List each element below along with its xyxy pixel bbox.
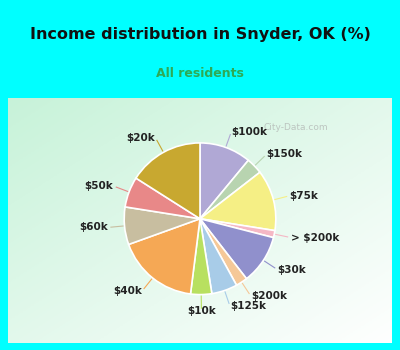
- Wedge shape: [200, 219, 275, 238]
- Text: City-Data.com: City-Data.com: [264, 123, 328, 132]
- Wedge shape: [200, 143, 248, 219]
- Text: $75k: $75k: [290, 191, 318, 201]
- Text: $60k: $60k: [79, 223, 108, 232]
- Text: $40k: $40k: [113, 286, 142, 296]
- Text: Income distribution in Snyder, OK (%): Income distribution in Snyder, OK (%): [30, 28, 370, 42]
- Wedge shape: [136, 143, 200, 219]
- Wedge shape: [200, 160, 260, 219]
- Wedge shape: [190, 219, 212, 295]
- Text: $100k: $100k: [231, 127, 267, 137]
- Wedge shape: [124, 207, 200, 244]
- Wedge shape: [129, 219, 200, 294]
- Wedge shape: [200, 172, 276, 231]
- Wedge shape: [200, 219, 246, 285]
- Wedge shape: [125, 178, 200, 219]
- Text: $10k: $10k: [187, 306, 216, 316]
- Wedge shape: [200, 219, 274, 279]
- Text: $30k: $30k: [277, 265, 306, 274]
- Text: $200k: $200k: [251, 291, 287, 301]
- Text: $125k: $125k: [230, 301, 266, 311]
- Text: $20k: $20k: [127, 133, 156, 143]
- Text: $150k: $150k: [266, 149, 302, 159]
- Text: All residents: All residents: [156, 67, 244, 80]
- Text: > $200k: > $200k: [290, 232, 339, 243]
- Text: $50k: $50k: [85, 181, 114, 191]
- Wedge shape: [200, 219, 236, 294]
